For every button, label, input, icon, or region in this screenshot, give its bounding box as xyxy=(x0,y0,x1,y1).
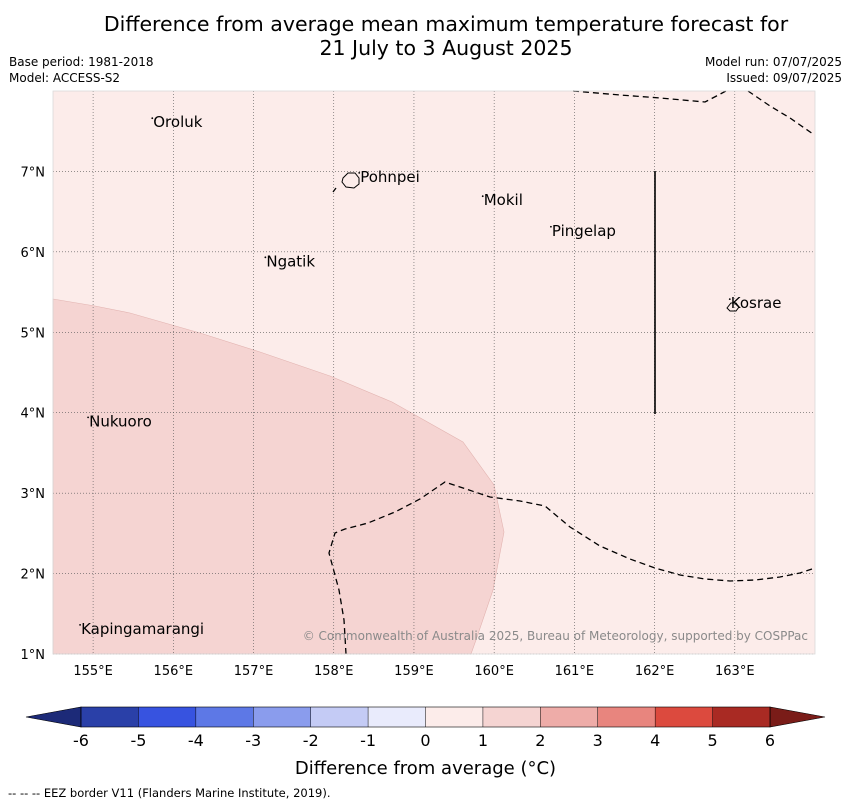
colorbar-segment xyxy=(597,707,656,727)
kosrae-island-outline xyxy=(726,302,740,312)
colorbar-segment xyxy=(138,707,196,727)
colorbar-segment xyxy=(253,707,311,727)
place-marker xyxy=(550,225,552,228)
lat-tick-label: 1°N xyxy=(21,648,46,663)
place-label: Mokil xyxy=(484,191,523,209)
colorbar-segment xyxy=(712,707,770,727)
colorbar-tick-label: -4 xyxy=(188,731,204,750)
colorbar-tick-label: 5 xyxy=(707,731,717,750)
colorbar-over-arrow xyxy=(769,706,826,728)
colorbar-segment xyxy=(425,707,483,727)
map-title: Difference from average mean maximum tem… xyxy=(20,12,850,60)
place-marker xyxy=(87,416,89,419)
base-period: Base period: 1981-2018 xyxy=(9,55,154,69)
place-marker xyxy=(151,117,154,120)
eez-border-north-east xyxy=(747,90,814,135)
place-label: Pingelap xyxy=(552,222,616,240)
colorbar-segment xyxy=(368,707,426,727)
lon-tick-label: 161°E xyxy=(555,664,595,679)
eez-border-fragment xyxy=(332,187,337,193)
colorbar-tick-label: 2 xyxy=(535,731,545,750)
eez-border-north xyxy=(572,89,729,103)
colorbar-tick-label: 4 xyxy=(650,731,660,750)
colorbar-under-arrow xyxy=(25,706,82,728)
title-line-1: Difference from average mean maximum tem… xyxy=(103,12,789,36)
eez-footnote: -- -- -- EEZ border V11 (Flanders Marine… xyxy=(8,786,331,800)
meta-right: Model run: 07/07/2025 Issued: 09/07/2025 xyxy=(705,54,842,86)
island-outlines xyxy=(341,172,740,312)
colorbar-tick-label: 6 xyxy=(765,731,775,750)
colorbar-tick-label: -2 xyxy=(303,731,319,750)
place-marker xyxy=(79,623,81,626)
place-label: Kosrae xyxy=(731,294,782,312)
colorbar-tick-label: 3 xyxy=(593,731,603,750)
map-frame xyxy=(52,90,816,655)
lon-tick-label: 158°E xyxy=(314,664,354,679)
colorbar-tick-label: 1 xyxy=(478,731,488,750)
axis-labels: 155°E 156°E 157°E 158°E 159°E 160°E 161°E 162°E… xyxy=(21,165,755,679)
colorbar-segment xyxy=(81,707,139,727)
place-kosrae: Kosrae xyxy=(728,294,782,312)
place-nukuoro: Nukuoro xyxy=(87,412,152,430)
lon-tick-label: 159°E xyxy=(394,664,434,679)
lat-tick-label: 5°N xyxy=(21,326,46,341)
place-marker xyxy=(481,195,484,198)
model-run: Model run: 07/07/2025 xyxy=(704,55,842,69)
colorbar-tick-label: -6 xyxy=(73,731,89,750)
title-line-2: 21 July to 3 August 2025 xyxy=(319,36,573,60)
issued-date: Issued: 09/07/2025 xyxy=(726,71,842,85)
lon-tick-label: 156°E xyxy=(154,664,194,679)
place-label: Kapingamarangi xyxy=(81,620,204,638)
lon-tick-label: 162°E xyxy=(635,664,675,679)
eez-border-south xyxy=(328,481,816,655)
map-area: Oroluk Pohnpei Mokil Pingelap Ngatik Kosrae Nu… xyxy=(52,89,816,655)
copyright-text: © Commonwealth of Australia 2025, Bureau… xyxy=(303,629,808,643)
colorbar-tick-label: 0 xyxy=(420,731,430,750)
shaded-anomaly-region xyxy=(52,298,505,655)
lat-tick-label: 3°N xyxy=(21,487,46,502)
place-marker xyxy=(728,298,731,301)
lon-tick-label: 163°E xyxy=(715,664,755,679)
place-label: Oroluk xyxy=(153,113,202,131)
colorbar: -6 -5 -4 -3 -2 -1 0 1 2 3 4 5 6 Difference from avera… xyxy=(25,706,826,779)
place-oroluk: Oroluk xyxy=(151,113,203,131)
colorbar-segment xyxy=(655,707,713,727)
place-ngatik: Ngatik xyxy=(264,252,315,270)
lat-tick-label: 7°N xyxy=(21,165,46,180)
place-marker xyxy=(358,171,361,174)
colorbar-segment xyxy=(482,707,541,727)
colorbar-label: Difference from average (°C) xyxy=(295,758,556,779)
place-label: Ngatik xyxy=(266,252,315,270)
place-pohnpei: Pohnpei xyxy=(358,168,420,186)
pohnpei-island-outline xyxy=(341,172,360,189)
place-mokil: Mokil xyxy=(481,191,523,209)
colorbar-segment xyxy=(195,707,254,727)
colorbar-tick-label: -1 xyxy=(360,731,376,750)
colorbar-segment xyxy=(310,707,369,727)
meta-left: Base period: 1981-2018 Model: ACCESS-S2 xyxy=(9,54,154,86)
eez-borders xyxy=(328,89,816,655)
colorbar-segment xyxy=(540,707,598,727)
lon-tick-label: 157°E xyxy=(234,664,274,679)
lat-tick-label: 6°N xyxy=(21,246,46,261)
colorbar-tick-label: -5 xyxy=(130,731,146,750)
place-marker xyxy=(264,256,267,259)
colorbar-tick-label: -3 xyxy=(245,731,261,750)
place-label: Pohnpei xyxy=(360,168,420,186)
lon-tick-label: 155°E xyxy=(73,664,113,679)
model-name: Model: ACCESS-S2 xyxy=(9,71,121,85)
place-kapingamarangi: Kapingamarangi xyxy=(79,620,204,638)
place-label: Nukuoro xyxy=(89,412,152,430)
place-labels: Oroluk Pohnpei Mokil Pingelap Ngatik Kosrae Nu… xyxy=(79,113,781,638)
lon-tick-label: 160°E xyxy=(474,664,514,679)
place-pingelap: Pingelap xyxy=(550,222,616,240)
lat-tick-label: 4°N xyxy=(21,407,46,422)
lat-tick-label: 2°N xyxy=(21,568,46,583)
